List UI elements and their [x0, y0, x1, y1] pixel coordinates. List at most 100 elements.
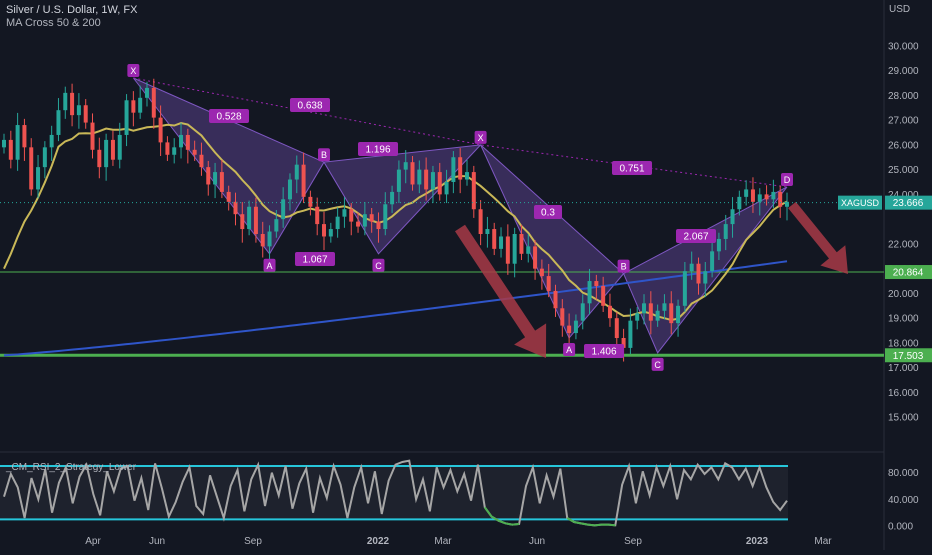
candle-body [737, 196, 742, 210]
ratio-text: 0.3 [541, 208, 555, 219]
candle-body [396, 169, 401, 192]
candle-body [444, 182, 449, 195]
candle-body [553, 290, 558, 309]
point-badge-text: A [267, 261, 273, 271]
candle-body [349, 209, 354, 222]
candle-body [478, 209, 483, 234]
time-tick-label: 2023 [746, 536, 769, 547]
price-tick-label: 17.000 [888, 363, 919, 374]
ratio-text: 0.528 [216, 112, 241, 123]
rsi-oversold-segment [573, 521, 582, 525]
point-badge [127, 64, 140, 77]
candle-body [437, 172, 442, 195]
candle-body [676, 305, 681, 324]
harmonic-point-d: D [781, 172, 793, 186]
point-badge [563, 343, 576, 356]
candle-body [648, 303, 653, 321]
symbol-flag [838, 195, 882, 210]
ratio-badge [584, 344, 624, 358]
time-tick-label: 2022 [367, 536, 390, 547]
candle-body [730, 209, 735, 225]
candle-body [505, 236, 510, 264]
candle-body [403, 162, 408, 170]
price-tick-label: 18.000 [888, 338, 919, 349]
price-tick-label: 25.000 [888, 165, 919, 176]
candle-body [15, 125, 20, 160]
candle-body [192, 149, 197, 155]
rsi-oversold-segment [587, 523, 595, 527]
candle-body [206, 167, 211, 185]
candles [2, 78, 789, 362]
level-price-flag [885, 265, 932, 280]
candle-body [56, 110, 61, 135]
candle-body [219, 172, 224, 192]
candle-body [424, 169, 429, 190]
harmonic-point-a: A [563, 343, 576, 356]
ratio-text: 0.751 [619, 164, 644, 175]
candle-body [70, 92, 75, 116]
time-tick-label: Mar [814, 536, 832, 547]
rsi-tick-label: 80.000 [888, 468, 919, 479]
rsi-oversold-segment [608, 523, 616, 527]
level-price-flag-text: 20.864 [893, 268, 924, 279]
ratio-text: 1.406 [591, 347, 616, 358]
point-badge [617, 259, 630, 273]
candle-body [124, 100, 129, 135]
bearish-arrow-1 [454, 224, 547, 358]
candle-body [635, 313, 640, 321]
harmonic-point-x: X [127, 64, 140, 77]
candle-body [587, 281, 592, 304]
candle-body [97, 149, 102, 168]
rsi-oversold-segment [580, 522, 589, 526]
candle-body [233, 201, 238, 215]
candle-body [226, 191, 231, 202]
candle-body [36, 167, 41, 190]
rsi-oversold-segment [491, 515, 500, 522]
candle-body [117, 134, 122, 160]
candle-body [430, 172, 435, 190]
candle-body [785, 201, 789, 207]
ratio-badge [209, 109, 249, 123]
ratio-text: 2.067 [683, 232, 708, 243]
harmonic-point-b: B [318, 148, 331, 162]
candle-body [417, 169, 422, 185]
time-axis: Apr Jun Sep 2022 Mar Jun Sep 2023 Mar [85, 536, 832, 547]
ratio-badge [358, 142, 398, 156]
candle-body [464, 172, 469, 180]
ratio-text: 1.196 [365, 145, 390, 156]
candle-body [390, 191, 395, 205]
ratio-label: 0.3 [534, 205, 562, 219]
harmonic-point-labels: X A B C X A B C D [127, 64, 793, 371]
harmonic-point-a: A [263, 258, 276, 272]
ratio-badge [612, 161, 652, 175]
ma200-line [3, 260, 788, 357]
candle-body [716, 238, 721, 252]
price-tick-label: 20.000 [888, 289, 919, 300]
price-tick-label: 30.000 [888, 41, 919, 52]
rsi-oversold-segment [594, 523, 602, 527]
ratio-label: 0.751 [612, 161, 652, 175]
candle-body [519, 234, 524, 254]
candle-body [110, 139, 115, 160]
candle-body [458, 157, 463, 180]
candle-body [29, 147, 34, 190]
candle-body [356, 221, 361, 227]
candle-body [213, 172, 218, 185]
candle-body [151, 87, 156, 118]
point-badge-text: B [321, 150, 327, 160]
ratio-badge [295, 252, 335, 266]
candle-body [165, 142, 170, 155]
candle-body [601, 286, 606, 306]
point-badge-text: D [784, 175, 791, 185]
candle-body [580, 303, 585, 321]
bearish-arrow-2 [788, 201, 848, 274]
candle-body [335, 216, 340, 230]
point-badge-text: X [478, 133, 484, 143]
price-tick-label: 15.000 [888, 413, 919, 424]
level-price-flag [885, 348, 932, 363]
candle-body [621, 338, 626, 348]
candle-body [301, 164, 306, 197]
candle-body [267, 231, 272, 247]
